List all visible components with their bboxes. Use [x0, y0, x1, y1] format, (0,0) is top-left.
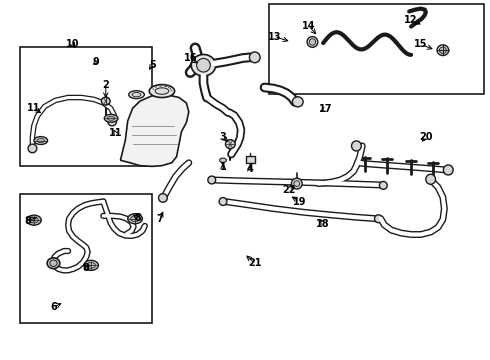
- Text: 22: 22: [282, 185, 296, 195]
- Text: 6: 6: [50, 302, 57, 312]
- Bar: [20, 194, 152, 323]
- Ellipse shape: [128, 214, 143, 224]
- Text: 21: 21: [248, 258, 262, 268]
- Ellipse shape: [84, 260, 98, 270]
- Text: 2: 2: [102, 80, 109, 90]
- Ellipse shape: [104, 114, 118, 122]
- Text: 16: 16: [184, 53, 197, 63]
- Bar: [20, 47, 152, 166]
- Ellipse shape: [225, 140, 235, 149]
- Ellipse shape: [155, 88, 169, 94]
- Ellipse shape: [50, 260, 57, 266]
- Text: 15: 15: [414, 40, 428, 49]
- PathPatch shape: [121, 95, 189, 166]
- Ellipse shape: [443, 165, 453, 175]
- Bar: [270, 4, 485, 94]
- Ellipse shape: [132, 93, 141, 97]
- Text: 8: 8: [83, 263, 90, 273]
- Ellipse shape: [131, 216, 140, 222]
- Ellipse shape: [426, 174, 436, 184]
- Ellipse shape: [374, 215, 382, 223]
- Ellipse shape: [101, 97, 110, 105]
- Text: 3: 3: [220, 132, 226, 142]
- Bar: [246, 156, 255, 163]
- Ellipse shape: [28, 144, 37, 153]
- Text: 8: 8: [24, 216, 31, 226]
- Ellipse shape: [149, 85, 174, 98]
- Text: 19: 19: [293, 197, 306, 207]
- Text: 4: 4: [246, 164, 253, 174]
- Ellipse shape: [37, 139, 45, 143]
- Text: 17: 17: [319, 104, 332, 114]
- Ellipse shape: [26, 215, 41, 225]
- Ellipse shape: [220, 158, 226, 162]
- Text: 7: 7: [156, 215, 163, 224]
- Ellipse shape: [309, 39, 316, 45]
- Ellipse shape: [129, 91, 145, 99]
- Ellipse shape: [34, 136, 48, 144]
- Ellipse shape: [440, 47, 446, 53]
- Ellipse shape: [437, 45, 449, 55]
- Text: 18: 18: [317, 219, 330, 229]
- Text: 9: 9: [93, 57, 99, 67]
- Ellipse shape: [219, 198, 227, 206]
- Ellipse shape: [249, 52, 260, 63]
- Ellipse shape: [47, 258, 60, 269]
- Text: 11: 11: [109, 129, 122, 138]
- Ellipse shape: [107, 116, 115, 120]
- Text: 14: 14: [302, 21, 315, 31]
- Text: 5: 5: [149, 60, 155, 70]
- Ellipse shape: [208, 176, 216, 184]
- Ellipse shape: [292, 178, 302, 189]
- Text: 20: 20: [419, 132, 433, 142]
- Ellipse shape: [293, 97, 303, 107]
- Text: 12: 12: [404, 15, 418, 25]
- Ellipse shape: [307, 37, 318, 47]
- Ellipse shape: [294, 181, 300, 186]
- Text: 11: 11: [27, 103, 41, 113]
- Text: 1: 1: [220, 162, 226, 172]
- Ellipse shape: [87, 262, 96, 268]
- Text: 13: 13: [268, 32, 281, 41]
- Text: 8: 8: [134, 213, 141, 222]
- Ellipse shape: [379, 181, 387, 189]
- Ellipse shape: [29, 217, 38, 223]
- Ellipse shape: [351, 141, 361, 151]
- Ellipse shape: [108, 117, 117, 126]
- Ellipse shape: [191, 54, 216, 76]
- Text: 10: 10: [66, 40, 80, 49]
- Ellipse shape: [196, 58, 210, 72]
- Ellipse shape: [159, 194, 167, 202]
